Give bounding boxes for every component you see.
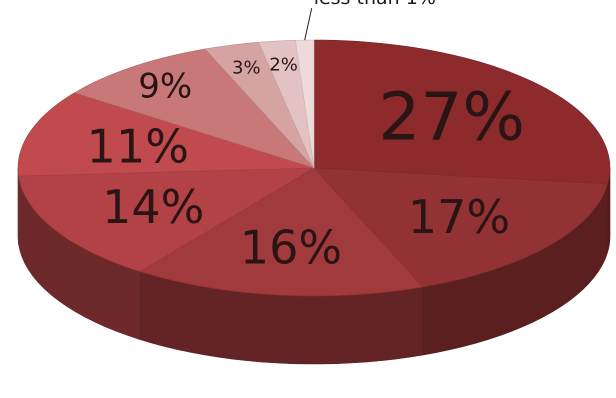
callout: less than 1% <box>304 0 436 41</box>
pie-label-14: 14% <box>102 180 204 234</box>
callout-leader-line <box>304 7 313 41</box>
pie-label-3: 3% <box>232 58 261 79</box>
pie-slice-14 <box>18 167 316 272</box>
pie-label-17: 17% <box>408 190 510 244</box>
pie-label-16: 16% <box>240 220 342 274</box>
pie-labels: 27% 17% 16% 14% 11% 9% 3% 2% <box>87 54 525 274</box>
pie-slice-11 <box>17 92 315 177</box>
pie-side-11 <box>17 167 19 245</box>
pie-slice-16 <box>139 167 424 297</box>
pie-label-27: 27% <box>378 78 525 155</box>
pie-label-11: 11% <box>87 119 189 173</box>
pie-label-9: 9% <box>138 66 192 106</box>
pie-slice-27 <box>313 39 611 185</box>
pie-slices <box>17 39 611 297</box>
callout-label: less than 1% <box>314 0 436 9</box>
pie-label-2: 2% <box>269 54 298 75</box>
pie-slice-17 <box>313 167 609 288</box>
pie-slice-9 <box>73 48 315 169</box>
pie-slice-3 <box>204 41 315 169</box>
